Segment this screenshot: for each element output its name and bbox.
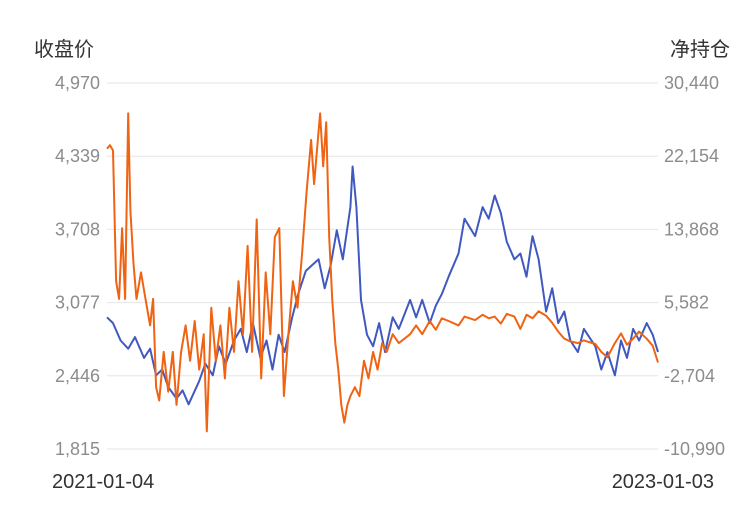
- gridlines: [107, 82, 658, 450]
- right-tick-label: 13,868: [664, 219, 719, 239]
- left-tick-label: 4,339: [55, 146, 100, 166]
- right-axis-title: 净持仓: [670, 38, 730, 61]
- right-tick-label: 5,582: [664, 293, 709, 313]
- x-end-label: 2023-01-03: [612, 471, 714, 493]
- series-lines: [106, 112, 659, 433]
- right-tick-label: -10,990: [664, 439, 725, 459]
- right-axis-ticks: 30,440 22,154 13,868 5,582 -2,704 -10,990: [664, 73, 725, 459]
- right-tick-label: -2,704: [664, 366, 715, 386]
- left-tick-label: 4,970: [55, 73, 100, 93]
- net-position-line: [106, 112, 659, 433]
- right-tick-label: 30,440: [664, 73, 719, 93]
- left-tick-label: 3,708: [55, 219, 100, 239]
- x-start-label: 2021-01-04: [52, 471, 154, 493]
- left-tick-label: 1,815: [55, 439, 100, 459]
- left-axis-ticks: 4,970 4,339 3,708 3,077 2,446 1,815: [55, 73, 100, 459]
- close-price-line: [106, 165, 659, 406]
- left-tick-label: 2,446: [55, 366, 100, 386]
- left-axis-title: 收盘价: [34, 38, 94, 61]
- left-tick-label: 3,077: [55, 293, 100, 313]
- right-tick-label: 22,154: [664, 146, 719, 166]
